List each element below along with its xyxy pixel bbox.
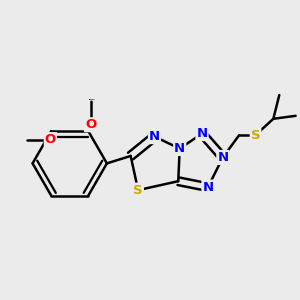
Text: N: N xyxy=(149,130,160,143)
Text: methoxy: methoxy xyxy=(91,100,97,101)
Text: N: N xyxy=(202,181,214,194)
Text: methoxy: methoxy xyxy=(89,99,95,100)
Text: N: N xyxy=(217,151,228,164)
Text: S: S xyxy=(133,184,143,196)
Text: O: O xyxy=(85,118,96,131)
Text: N: N xyxy=(174,142,185,155)
Text: N: N xyxy=(196,127,208,140)
Text: S: S xyxy=(251,129,260,142)
Text: O: O xyxy=(45,133,56,146)
